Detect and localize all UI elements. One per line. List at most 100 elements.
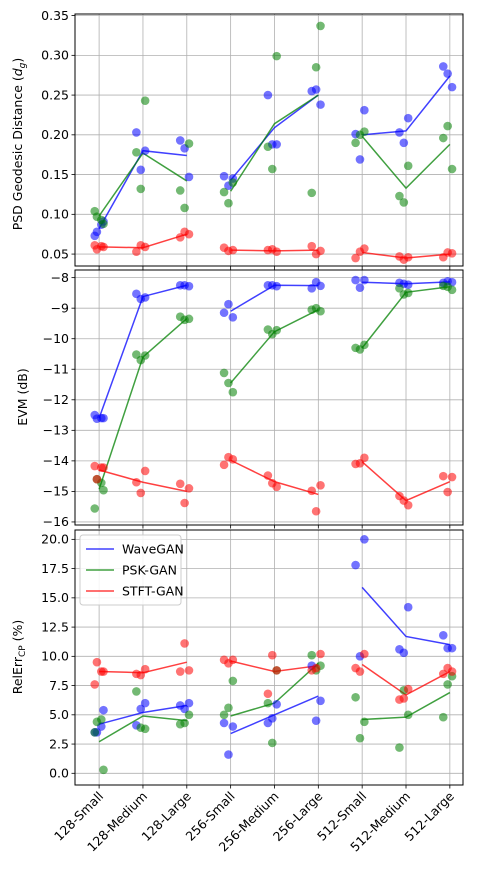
psd-psk-gan-point-12 [228, 178, 238, 187]
evm-ytick-label-4: −12 [43, 392, 69, 407]
psd-ytick-label-2: 0.15 [41, 167, 69, 182]
evm-stft-gan-point-18 [316, 480, 325, 490]
psd-psk-gan-point-25 [438, 133, 448, 143]
evm-panel: −16 −15 −14 −13 −12 −11 −10 −9 −8 EVM (dB) [15, 269, 464, 529]
psd-ytick-label-6: 0.35 [41, 8, 69, 23]
relerr-wavegan-point-25 [438, 630, 448, 640]
evm-stft-gan-point-5 [136, 488, 146, 498]
psd-stft-gan-point-15 [272, 247, 281, 256]
relerr-wavegan-point-23 [399, 648, 409, 658]
relerr-psk-gan-point-9 [184, 710, 194, 720]
relerr-wavegan-point-14 [267, 714, 277, 723]
psd-psk-gan-point-5 [136, 184, 146, 194]
evm-stft-gan-point-4 [132, 477, 141, 487]
relerr-wavegan-point-19 [351, 560, 360, 570]
psd-stft-gan-point-3 [99, 242, 108, 252]
relerr-ytick-label-1: 2.5 [49, 736, 69, 751]
evm-stft-gan-point-7 [175, 479, 185, 489]
psd-psk-gan-point-8 [180, 203, 189, 213]
psd-psk-gan-point-10 [219, 187, 229, 197]
psd-ytick-label-3: 0.20 [41, 127, 69, 142]
evm-psk-gan-point-9 [184, 314, 194, 324]
relerr-stft-gan-point-17 [311, 663, 321, 673]
relerr-ytick-label-5: 12.5 [41, 619, 69, 634]
relerr-x-ticks [98, 785, 451, 789]
relerr-ytick-label-2: 5.0 [49, 707, 69, 722]
relerr-stft-gan-point-13 [263, 689, 273, 699]
relerr-psk-gan-point-4 [132, 687, 141, 696]
relerr-stft-gan-point-15 [272, 666, 281, 675]
relerr-psk-gan-point-14 [267, 738, 277, 748]
evm-wavegan-point-16 [307, 284, 317, 293]
psd-psk-gan-point-14 [267, 164, 277, 174]
relerr-wavegan-point-9 [184, 698, 194, 708]
relerr-ytick-label-8: 20.0 [41, 532, 69, 547]
evm-y-ticks: −16 −15 −14 −13 −12 −11 −10 −9 −8 [43, 270, 75, 529]
psd-stft-gan-point-21 [360, 244, 369, 253]
psd-ylabel-close: ) [10, 58, 25, 63]
evm-stft-gan-point-17 [311, 506, 321, 516]
psd-wavegan-point-22 [395, 128, 404, 137]
psd-stft-gan-point-4 [132, 247, 141, 256]
relerr-stft-gan-point-6 [140, 664, 150, 674]
legend-entries: WaveGAN PSK-GAN STFT-GAN [86, 542, 184, 599]
evm-ytick-label-2: −14 [43, 453, 69, 468]
psd-x-ticks [98, 266, 451, 270]
relerr-stft-gan-point-24 [403, 684, 413, 694]
relerr-psk-gan-point-19 [351, 692, 360, 702]
psd-psk-gan-point-3 [99, 219, 108, 229]
evm-wavegan-point-18 [316, 281, 325, 291]
relerr-wavegan-point-12 [228, 722, 238, 731]
relerr-y-ticks: 0.0 2.5 5.0 7.5 10.0 12.5 15.0 17.5 20.0 [41, 532, 75, 781]
evm-stft-gan-point-0 [90, 461, 100, 471]
relerr-psk-gan-point-21 [360, 717, 369, 727]
psd-y-ticks: 0.05 0.10 0.15 0.20 0.25 0.30 0.35 [41, 8, 75, 261]
evm-stft-gan-point-27 [447, 472, 457, 482]
psd-psk-gan-point-17 [311, 62, 321, 72]
evm-psk-gan-point-0 [90, 504, 100, 513]
relerr-psk-gan-point-0 [90, 728, 100, 737]
evm-psk-gan-point-18 [316, 306, 325, 316]
relerr-wavegan-point-21 [360, 535, 369, 544]
evm-wavegan-point-24 [403, 280, 413, 289]
evm-wavegan-point-15 [272, 281, 281, 291]
relerr-wavegan-point-17 [311, 716, 321, 725]
evm-stft-gan-point-26 [443, 487, 452, 497]
psd-wavegan-point-26 [443, 69, 452, 78]
psd-wavegan-point-7 [175, 136, 185, 145]
relerr-stft-gan-point-0 [90, 680, 100, 689]
psd-psk-gan-mean-line-1 [230, 94, 319, 192]
legend: WaveGAN PSK-GAN STFT-GAN [79, 534, 184, 606]
relerr-stft-gan-point-20 [355, 667, 365, 676]
relerr-axes-frame [74, 529, 464, 786]
relerr-stft-gan-point-3 [99, 667, 108, 676]
psd-wavegan-point-6 [140, 146, 150, 156]
evm-stft-gan-point-1 [92, 474, 102, 484]
relerr-stft-gan-point-14 [267, 650, 277, 660]
evm-wavegan-point-10 [219, 308, 229, 318]
psd-ytick-label-4: 0.25 [41, 87, 69, 102]
psd-mean-lines [98, 75, 451, 259]
psd-wavegan-mean-line-1 [230, 94, 319, 181]
evm-wavegan-point-11 [224, 299, 233, 309]
evm-psk-gan-point-10 [219, 368, 229, 378]
relerr-psk-gan-mean-line-0 [98, 715, 187, 743]
relerr-psk-gan-point-3 [99, 765, 108, 775]
psd-psk-gan-point-23 [399, 198, 409, 207]
relerr-stft-gan-point-27 [447, 667, 457, 676]
evm-ytick-label-3: −13 [43, 423, 69, 438]
relerr-ylabel-subscript: CP [18, 645, 28, 657]
evm-psk-gan-point-24 [403, 288, 413, 298]
psd-psk-gan-point-9 [184, 139, 194, 148]
psd-ylabel-symbol: d [10, 68, 25, 76]
evm-stft-gan-point-8 [180, 498, 189, 508]
psd-wavegan-point-4 [132, 128, 141, 137]
relerr-psk-gan-point-25 [438, 712, 448, 722]
evm-psk-gan-point-27 [447, 285, 457, 295]
evm-wavegan-point-3 [99, 413, 108, 423]
relerr-psk-gan-point-2 [97, 715, 106, 724]
psd-psk-gan-point-15 [272, 51, 281, 61]
psd-y-axis-label: PSD Geodesic Distance (dg) [10, 58, 28, 231]
evm-stft-gan-point-21 [360, 453, 369, 463]
